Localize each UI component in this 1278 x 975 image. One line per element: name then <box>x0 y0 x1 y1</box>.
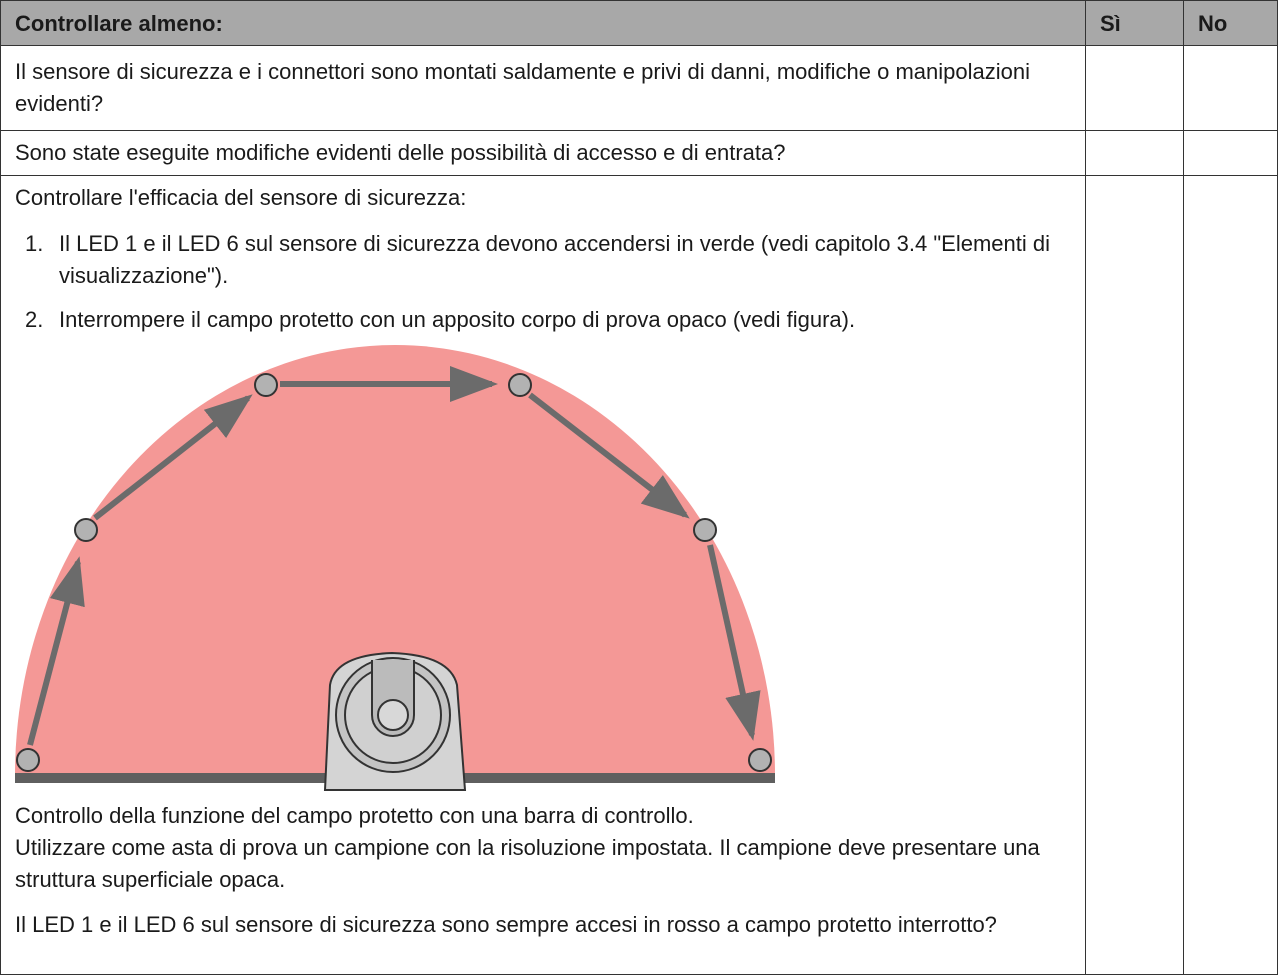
cell <box>1085 130 1184 176</box>
test-figure <box>15 345 775 791</box>
step-text: Il LED 1 e il LED 6 sul sensore di sicur… <box>59 231 1050 288</box>
row-text: Sono state eseguite modifiche evidenti d… <box>15 140 786 165</box>
intro: Controllare l'efficacia del sensore di s… <box>15 185 467 210</box>
header-text: Controllare almeno: <box>15 11 223 36</box>
question: Il LED 1 e il LED 6 sul sensore di sicur… <box>15 912 997 937</box>
header-cell <box>1085 0 1184 46</box>
step-number: 2. <box>25 307 44 332</box>
header-text: No <box>1198 11 1228 36</box>
step-text: Interrompere il campo protetto con un ap… <box>59 307 856 332</box>
cell <box>1183 175 1278 975</box>
cell <box>1183 45 1278 131</box>
caption: Controllo della funzione del campo prote… <box>15 803 694 828</box>
cell <box>1183 130 1278 176</box>
header-text: Sì <box>1100 11 1121 36</box>
caption: Utilizzare come asta di prova un campion… <box>15 835 1040 892</box>
row-text: Il sensore di sicurezza e i connettori s… <box>15 59 1030 116</box>
cell <box>1085 45 1184 131</box>
header-cell <box>0 0 1086 46</box>
step-number: 1. <box>25 231 44 256</box>
cell <box>1085 175 1184 975</box>
